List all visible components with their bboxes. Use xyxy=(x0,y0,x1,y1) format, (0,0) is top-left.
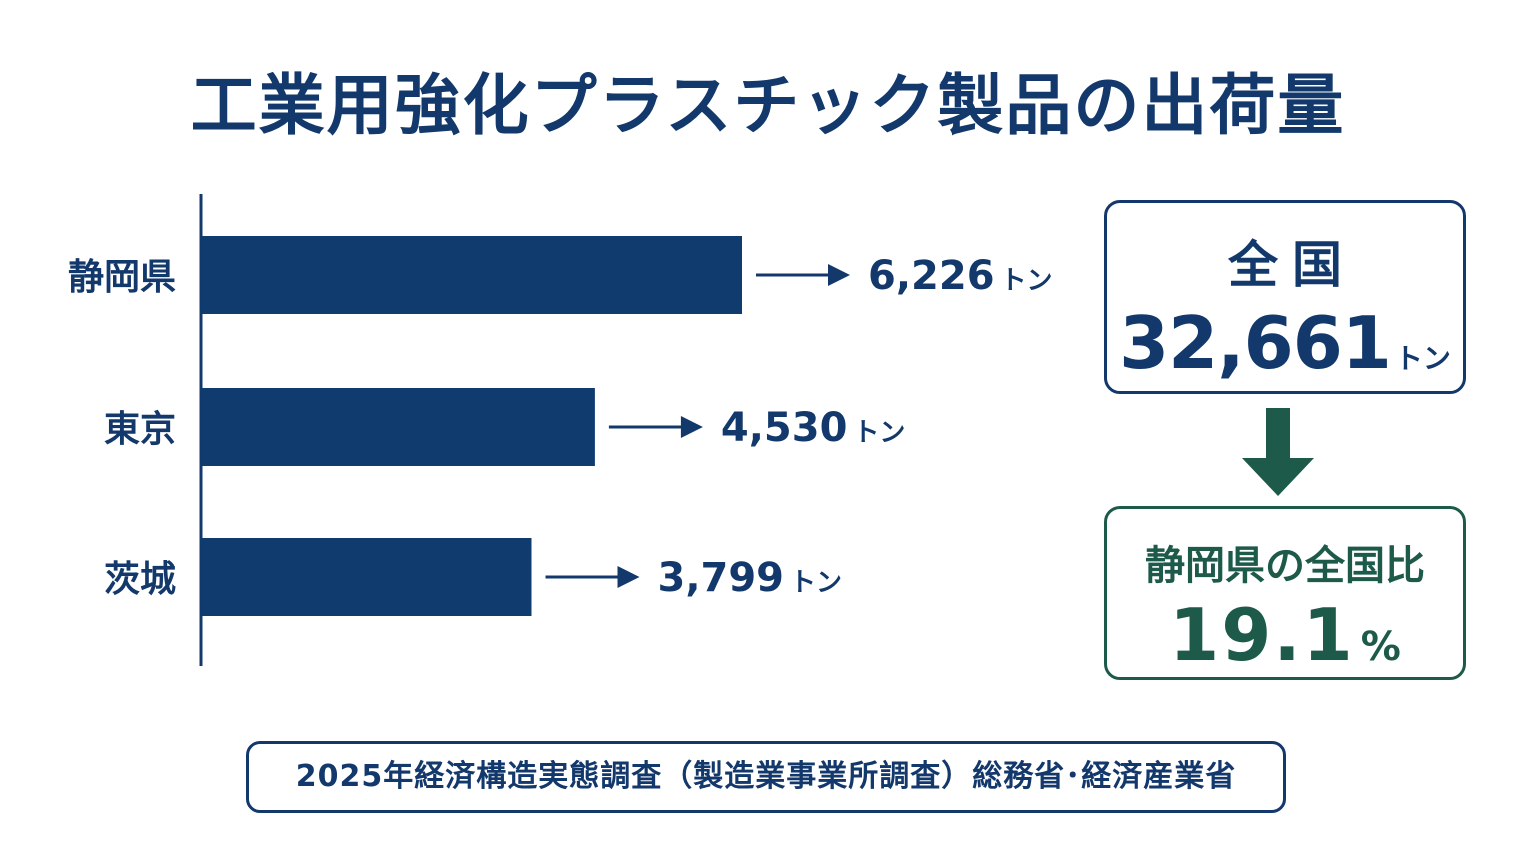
down-arrow-icon xyxy=(1242,408,1314,496)
bar xyxy=(202,538,532,616)
category-label: 静岡県 xyxy=(68,257,176,298)
data-label: 4,530 トン xyxy=(721,405,906,451)
shizuoka-share-box: 静岡県の全国比 19.1% xyxy=(1104,506,1466,680)
arrow-head-icon xyxy=(828,264,850,286)
national-total-label: 全国 xyxy=(1228,236,1356,294)
data-label-unit: トン xyxy=(790,568,842,598)
chart-title: 工業用強化プラスチック製品の出荷量 xyxy=(190,67,1346,144)
national-total-value: 32,661 xyxy=(1119,301,1392,385)
bar xyxy=(202,388,595,466)
source-note: 2025年経済構造実態調査（製造業事業所調査）総務省･経済産業省 xyxy=(246,741,1286,813)
arrow-head-icon xyxy=(680,416,703,438)
category-label: 東京 xyxy=(104,408,176,450)
national-total-box: 全国 32,661 トン xyxy=(1104,200,1466,394)
national-total-unit: トン xyxy=(1394,342,1451,375)
category-label: 茨城 xyxy=(104,559,176,600)
share-label: 静岡県の全国比 xyxy=(1145,543,1425,589)
data-label: 3,799 トン xyxy=(657,555,842,601)
bar xyxy=(202,236,742,314)
share-unit: % xyxy=(1360,624,1401,670)
share-value: 19.1 xyxy=(1169,593,1355,677)
data-label-unit: トン xyxy=(1001,266,1053,296)
arrow-head-icon xyxy=(617,566,640,588)
data-label: 6,226 トン xyxy=(868,253,1053,299)
data-label-unit: トン xyxy=(853,418,905,448)
